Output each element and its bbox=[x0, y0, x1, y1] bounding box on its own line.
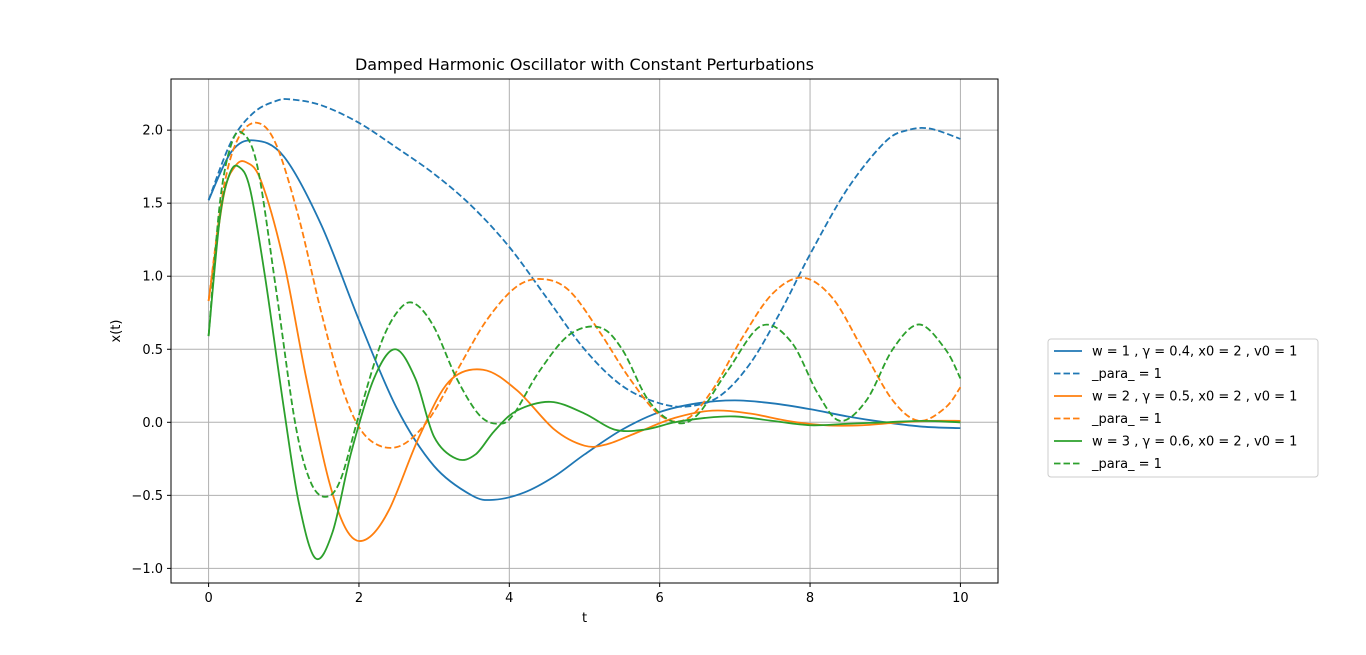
y-tick-label: 2.0 bbox=[142, 124, 163, 139]
series-line-6 bbox=[207, 130, 962, 498]
x-tick-label: 0 bbox=[204, 591, 212, 606]
series-layer bbox=[207, 98, 962, 561]
legend-label: _para_ = 1 bbox=[1091, 457, 1162, 472]
legend-label: _para_ = 1 bbox=[1091, 367, 1162, 382]
legend-label: _para_ = 1 bbox=[1091, 412, 1162, 427]
x-tick-label: 10 bbox=[952, 591, 969, 606]
y-axis: −1.0 −0.5 0.0 0.5 1.0 1.5 2.0 bbox=[131, 124, 171, 577]
series-line-5 bbox=[207, 164, 961, 561]
series-line-3 bbox=[207, 160, 961, 542]
y-tick-label: 0.0 bbox=[142, 416, 163, 431]
y-tick-label: −0.5 bbox=[131, 489, 163, 504]
x-axis: 0 2 4 6 8 10 bbox=[204, 583, 969, 606]
legend: w = 1 , γ = 0.4, x0 = 2 , v0 = 1 _para_ =… bbox=[1047, 338, 1319, 478]
chart-title: Damped Harmonic Oscillator with Constant… bbox=[355, 55, 814, 74]
legend-label: w = 2 , γ = 0.5, x0 = 2 , v0 = 1 bbox=[1092, 390, 1297, 405]
legend-label: w = 1 , γ = 0.4, x0 = 2 , v0 = 1 bbox=[1092, 345, 1297, 360]
grid bbox=[171, 79, 998, 583]
series-line-4 bbox=[207, 121, 962, 449]
y-tick-label: −1.0 bbox=[131, 562, 163, 577]
series-line-1 bbox=[207, 139, 961, 501]
series-line-2 bbox=[207, 98, 961, 408]
y-tick-label: 1.5 bbox=[142, 197, 163, 212]
legend-label: w = 3 , γ = 0.6, x0 = 2 , v0 = 1 bbox=[1092, 435, 1297, 450]
x-tick-label: 8 bbox=[806, 591, 814, 606]
y-axis-label: x(t) bbox=[109, 320, 124, 343]
y-tick-label: 1.0 bbox=[142, 270, 163, 285]
x-tick-label: 6 bbox=[656, 591, 664, 606]
x-tick-label: 2 bbox=[355, 591, 363, 606]
x-tick-label: 4 bbox=[505, 591, 513, 606]
x-axis-label: t bbox=[582, 611, 587, 626]
y-tick-label: 0.5 bbox=[142, 343, 163, 358]
plot-frame bbox=[170, 78, 999, 584]
legend-box bbox=[1047, 338, 1319, 478]
